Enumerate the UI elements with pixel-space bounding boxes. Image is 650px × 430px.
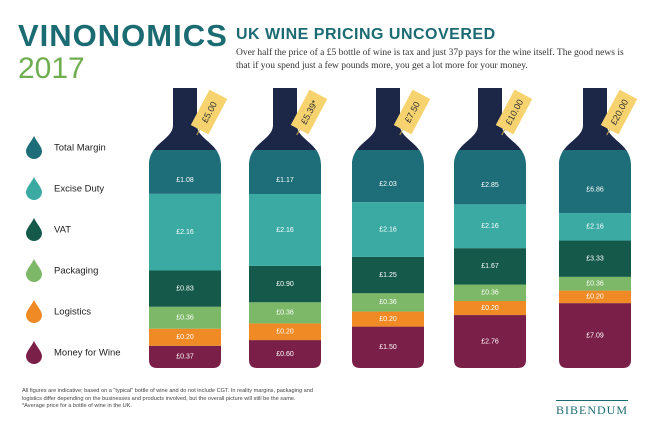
- bar-segment: [352, 202, 424, 257]
- data-label: £1.67: [481, 263, 499, 270]
- data-label: £0.20: [586, 294, 604, 301]
- data-label: £0.36: [481, 290, 499, 297]
- data-label: £2.16: [176, 229, 194, 236]
- tag-string: [606, 129, 611, 136]
- data-label: £0.60: [276, 351, 294, 358]
- data-label: £0.36: [379, 299, 397, 306]
- bar-segment: [559, 213, 631, 241]
- legend-label: Packaging: [54, 266, 98, 277]
- data-label: £0.20: [379, 316, 397, 323]
- bar-segment: [454, 150, 526, 205]
- legend-icon: [26, 177, 42, 200]
- tag-shape: [190, 89, 228, 135]
- legend-icon: [26, 136, 42, 159]
- data-label: £0.37: [176, 354, 194, 361]
- data-label: £0.83: [176, 285, 194, 292]
- data-label: £2.76: [481, 338, 499, 345]
- price-tag: £10.00: [495, 89, 533, 136]
- bottle: [149, 88, 221, 368]
- bar-segment: [352, 150, 424, 203]
- tag-string: [399, 129, 404, 136]
- bar-segment: [559, 150, 631, 214]
- tag-shape: [393, 89, 431, 135]
- subtitle: Over half the price of a £5 bottle of wi…: [236, 48, 624, 71]
- bar-segment: [454, 315, 526, 368]
- logo: BIBENDUM: [556, 400, 629, 418]
- bar-segment: [149, 306, 221, 329]
- bar-segment: [149, 328, 221, 346]
- bar-segment: [454, 301, 526, 316]
- bar-segment: [249, 323, 321, 341]
- data-label: £7.09: [586, 332, 604, 339]
- chart-title: UK WINE PRICING UNCOVERED: [236, 26, 496, 43]
- bar-segment: [559, 290, 631, 304]
- data-label: £0.90: [276, 281, 294, 288]
- data-label: £6.86: [586, 186, 604, 193]
- data-label: £0.20: [276, 329, 294, 336]
- data-label: £3.33: [586, 256, 604, 263]
- bar-segment: [454, 248, 526, 285]
- bar-segment: [149, 345, 221, 368]
- tag-string: [296, 129, 301, 136]
- bar-segment: [454, 284, 526, 302]
- data-label: £2.16: [481, 223, 499, 230]
- bar-segment: [249, 302, 321, 324]
- data-label: £1.08: [176, 177, 194, 184]
- data-label: £0.36: [276, 310, 294, 317]
- bar-segment: [559, 276, 631, 291]
- year: 2017: [18, 52, 85, 85]
- footnote-text: *Average price for a bottle of wine in t…: [22, 403, 132, 409]
- data-label: £2.85: [481, 182, 499, 189]
- bar-segment: [149, 150, 221, 194]
- data-label: £0.36: [586, 281, 604, 288]
- bar-segment: [149, 193, 221, 271]
- data-label: £2.16: [586, 224, 604, 231]
- bar-segment: [352, 293, 424, 312]
- data-label: £1.50: [379, 344, 397, 351]
- legend-icon: [26, 341, 42, 364]
- price-tag: £20.00: [600, 89, 638, 136]
- bar-segment: [149, 270, 221, 307]
- data-label: £2.03: [379, 181, 397, 188]
- legend-label: Logistics: [54, 307, 91, 318]
- bar-segment: [249, 340, 321, 368]
- bar-segment: [559, 240, 631, 277]
- bar-segment: [559, 303, 631, 368]
- legend-icon: [26, 259, 42, 282]
- footnote-text: All figures are indicative; based on a "…: [22, 388, 313, 402]
- data-label: £1.25: [379, 272, 397, 279]
- bar-segment: [249, 265, 321, 303]
- bar-segment: [352, 326, 424, 368]
- bar-segment: [454, 204, 526, 249]
- data-label: £0.20: [176, 334, 194, 341]
- price-tag: £5.00: [190, 89, 228, 136]
- data-label: £2.16: [276, 227, 294, 234]
- legend-icon: [26, 218, 42, 241]
- bar-segment: [249, 150, 321, 194]
- legend-label: Total Margin: [54, 143, 106, 154]
- legend-label: Money for Wine: [54, 348, 121, 359]
- bar-segment: [352, 311, 424, 327]
- price-tag: £7.50: [393, 89, 431, 136]
- tag-shape: [495, 89, 533, 135]
- data-label: £2.16: [379, 226, 397, 233]
- tag-shape: [290, 89, 328, 135]
- footnote: All figures are indicative; based on a "…: [22, 388, 322, 411]
- legend-label: Excise Duty: [54, 184, 104, 195]
- data-label: £0.36: [176, 315, 194, 322]
- legend-label: VAT: [54, 225, 71, 236]
- data-label: £0.20: [481, 305, 499, 312]
- price-tag: £5.39*: [290, 89, 328, 136]
- brand: VINONOMICS: [18, 18, 228, 53]
- data-label: £1.17: [276, 177, 294, 184]
- bar-segment: [352, 256, 424, 294]
- bar-segment: [249, 193, 321, 266]
- tag-string: [196, 129, 201, 136]
- legend-icon: [26, 300, 42, 323]
- tag-string: [501, 129, 506, 136]
- tag-shape: [600, 89, 638, 135]
